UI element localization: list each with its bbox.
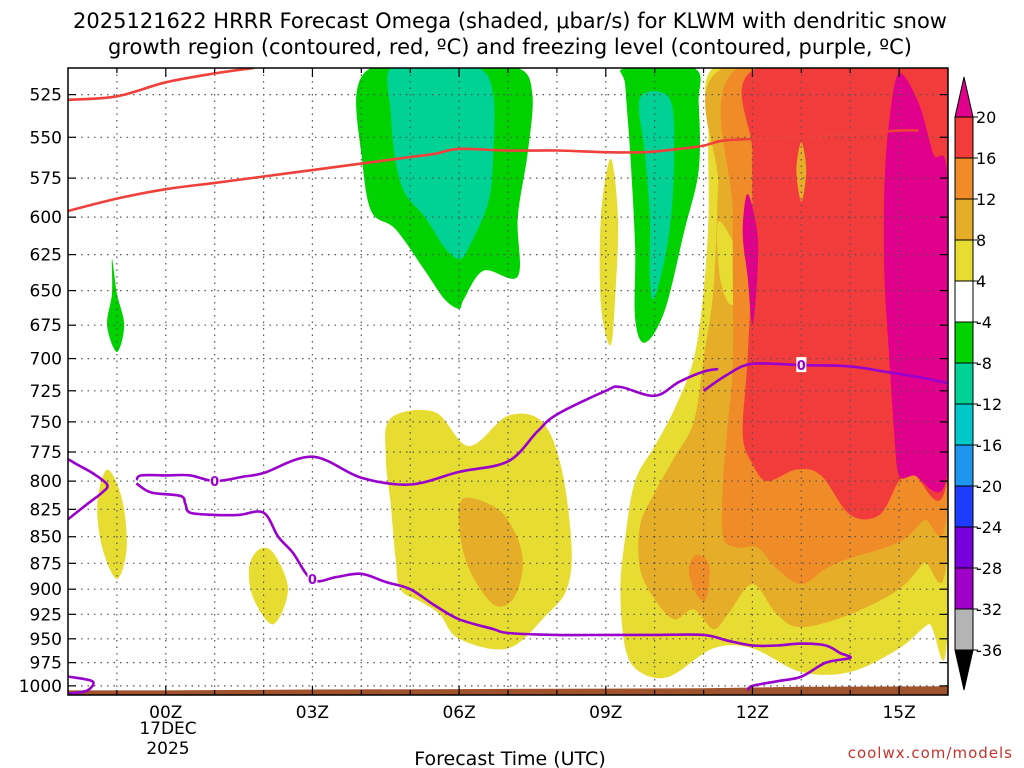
x-date-year: 2025 — [146, 739, 189, 759]
omega-region-1 — [387, 68, 495, 259]
colorbar-label-7: -12 — [976, 395, 1002, 414]
colorbar-label-11: -28 — [976, 559, 1002, 578]
x-tick-label-06Z: 06Z — [442, 703, 475, 723]
omega-region-5 — [599, 158, 619, 346]
colorbar-label-6: -8 — [976, 354, 992, 373]
credit-text: coolwx.com/models — [848, 744, 1013, 762]
contour-layer — [68, 68, 948, 695]
y-tick-label-900: 900 — [30, 580, 62, 600]
colorbar-label-1: 16 — [976, 149, 996, 168]
colorbar-bin-9 — [954, 485, 974, 528]
freezing-label-3: 0 — [308, 573, 317, 588]
freezing-contour-2 — [68, 457, 109, 521]
y-tick-label-625: 625 — [30, 246, 62, 266]
colorbar-label-13: -36 — [976, 641, 1002, 660]
colorbar-bin-10 — [954, 526, 974, 569]
x-axis-label: Forecast Time (UTC) — [414, 748, 605, 768]
colorbar-bin-1 — [954, 157, 974, 200]
colorbar-label-9: -20 — [976, 477, 1002, 496]
omega-region-9 — [458, 497, 523, 607]
x-tick-label-09Z: 09Z — [589, 703, 622, 723]
colorbar-label-3: 8 — [976, 231, 986, 250]
y-tick-label-925: 925 — [30, 605, 62, 625]
freezing-contour-3 — [135, 482, 852, 692]
y-tick-label-575: 575 — [30, 169, 62, 189]
chart-title-line-2: growth region (contoured, red, ºC) and f… — [108, 35, 912, 59]
y-tick-label-975: 975 — [30, 654, 62, 674]
y-tick-label-775: 775 — [30, 443, 62, 463]
y-tick-label-675: 675 — [30, 316, 62, 336]
y-tick-label-850: 850 — [30, 528, 62, 548]
x-axis: 00Z 03Z 06Z 09Z 12Z 15Z — [116, 68, 916, 723]
x-tick-label-03Z: 03Z — [296, 703, 329, 723]
chart-title-line-1: 2025121622 HRRR Forecast Omega (shaded, … — [73, 9, 947, 33]
y-tick-label-825: 825 — [30, 500, 62, 520]
colorbar-label-12: -32 — [976, 600, 1002, 619]
y-tick-label-875: 875 — [30, 554, 62, 574]
y-axis: 525 550 575 600 625 650 675 700 725 750 775 800 825 8… — [19, 86, 948, 697]
dgz-contour-0 — [68, 68, 254, 102]
colorbar-label-0: 20 — [976, 108, 996, 127]
colorbar-label-2: 12 — [976, 190, 996, 209]
omega-region-17 — [883, 73, 948, 493]
colorbar-label-5: -4 — [976, 313, 992, 332]
colorbar-bin-5 — [954, 321, 974, 364]
freezing-label-bg-0 — [796, 357, 807, 373]
y-tick-label-525: 525 — [30, 86, 62, 106]
omega-region-14 — [688, 554, 710, 602]
freezing-label-1: 0 — [210, 475, 219, 490]
colorbar-bin-2 — [954, 198, 974, 241]
colorbar: 20 16 12 8 4 -4 -8 -12 -16 -20 -24 -28 -32 -36 — [954, 76, 1002, 691]
omega-region-18 — [742, 193, 759, 326]
x-tick-label-15Z: 15Z — [882, 703, 915, 723]
x-date-day: 17DEC — [139, 719, 196, 739]
y-tick-label-600: 600 — [30, 208, 62, 228]
y-tick-label-750: 750 — [30, 413, 62, 433]
omega-region-7 — [248, 547, 288, 625]
freezing-contour-4 — [68, 675, 95, 695]
omega-region-3 — [638, 91, 675, 300]
contour-label-layer: 0 0 0 — [209, 357, 807, 588]
colorbar-bin-12 — [954, 608, 974, 651]
freezing-label-bg-1 — [209, 473, 220, 489]
x-tick-label-12Z: 12Z — [736, 703, 769, 723]
omega-region-6 — [97, 469, 127, 579]
freezing-contour-1 — [135, 367, 719, 486]
colorbar-bin-7 — [954, 403, 974, 446]
colorbar-label-10: -24 — [976, 518, 1002, 537]
omega-shading-layer — [97, 68, 948, 679]
y-tick-label-650: 650 — [30, 282, 62, 302]
y-tick-label-725: 725 — [30, 382, 62, 402]
colorbar-bin-8 — [954, 444, 974, 487]
colorbar-bottom-triangle — [954, 649, 974, 691]
y-tick-label-800: 800 — [30, 472, 62, 492]
y-tick-label-1000: 1000 — [19, 677, 62, 697]
x-tick-label-00Z: 00Z — [149, 703, 182, 723]
grid-layer — [68, 68, 948, 695]
colorbar-label-4: 4 — [976, 272, 986, 291]
colorbar-label-8: -16 — [976, 436, 1002, 455]
colorbar-bin-6 — [954, 362, 974, 405]
colorbar-bin-3 — [954, 239, 974, 282]
colorbar-bin-0 — [954, 116, 974, 159]
freezing-contour-0 — [702, 362, 948, 392]
omega-region-4 — [107, 259, 125, 352]
colorbar-bin-11 — [954, 567, 974, 610]
y-tick-label-950: 950 — [30, 630, 62, 650]
y-tick-label-550: 550 — [30, 128, 62, 148]
y-tick-label-700: 700 — [30, 350, 62, 370]
colorbar-bin-4 — [954, 280, 974, 323]
freezing-label-0: 0 — [797, 359, 806, 374]
freezing-label-bg-3 — [307, 570, 318, 586]
dgz-contour-1 — [68, 129, 919, 213]
